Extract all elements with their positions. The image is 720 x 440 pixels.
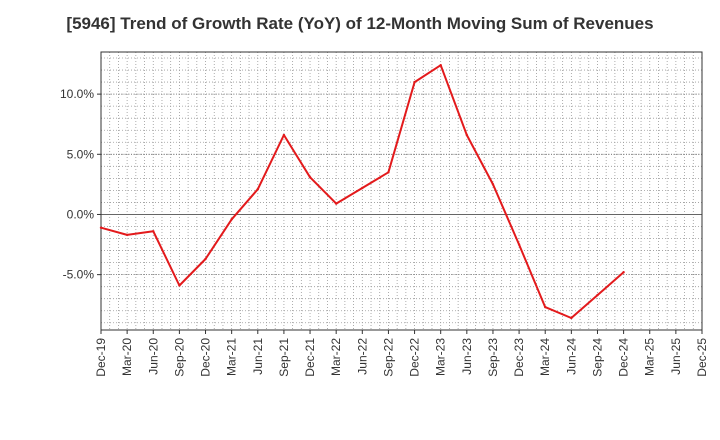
data-point: [256, 187, 259, 191]
data-point: [334, 202, 338, 205]
x-tick-label: Mar-25: [643, 338, 657, 376]
x-tick-label: Sep-23: [486, 338, 500, 377]
data-point: [517, 243, 521, 246]
y-tick-label: 10.0%: [60, 87, 94, 101]
data-point: [413, 80, 416, 84]
data-point: [361, 186, 364, 190]
data-point: [387, 171, 390, 174]
chart-title: [5946] Trend of Growth Rate (YoY) of 12-…: [66, 14, 654, 33]
data-point: [465, 133, 469, 137]
x-tick-label: Jun-23: [460, 338, 474, 375]
x-tick-label: Dec-22: [408, 338, 422, 377]
data-point: [204, 257, 207, 261]
x-tick-label: Jun-20: [146, 338, 160, 375]
x-tick-label: Mar-20: [120, 338, 134, 376]
data-point: [99, 226, 103, 229]
x-tick-label: Jun-22: [355, 338, 369, 375]
plot-frame: [100, 51, 703, 331]
data-point: [152, 230, 155, 233]
x-tick-label: Sep-24: [590, 338, 604, 377]
x-tick-label: Jun-25: [669, 338, 683, 375]
data-point: [308, 175, 312, 179]
x-tick-label: Mar-21: [225, 338, 239, 376]
data-point: [230, 218, 233, 221]
x-tick-label: Mar-22: [329, 338, 343, 376]
x-tick-label: Mar-24: [538, 338, 552, 376]
y-tick-label: 5.0%: [67, 147, 95, 161]
x-tick-label: Sep-20: [172, 338, 186, 377]
data-point: [491, 183, 495, 186]
data-point: [570, 316, 573, 320]
data-point: [178, 284, 181, 287]
data-point: [622, 271, 625, 274]
y-tick-label: 0.0%: [67, 207, 95, 221]
data-point: [544, 305, 547, 309]
x-tick-label: Jun-24: [564, 338, 578, 375]
data-point: [596, 293, 599, 297]
x-tick-label: Sep-22: [381, 338, 395, 377]
x-tick-label: Dec-21: [303, 338, 317, 377]
x-tick-label: Dec-19: [94, 338, 108, 377]
plot-area: [101, 52, 702, 330]
x-tick-label: Dec-25: [695, 338, 709, 377]
x-tick-label: Dec-24: [617, 338, 631, 377]
data-point: [125, 233, 129, 237]
x-tick-label: Sep-21: [277, 338, 291, 377]
x-tick-label: Jun-21: [251, 338, 265, 375]
x-tick-label: Dec-23: [512, 338, 526, 377]
data-point: [439, 64, 442, 67]
x-tick-label: Mar-23: [434, 338, 448, 376]
data-point: [282, 133, 286, 137]
x-tick-label: Dec-20: [199, 338, 213, 377]
y-tick-label: -5.0%: [63, 268, 95, 282]
